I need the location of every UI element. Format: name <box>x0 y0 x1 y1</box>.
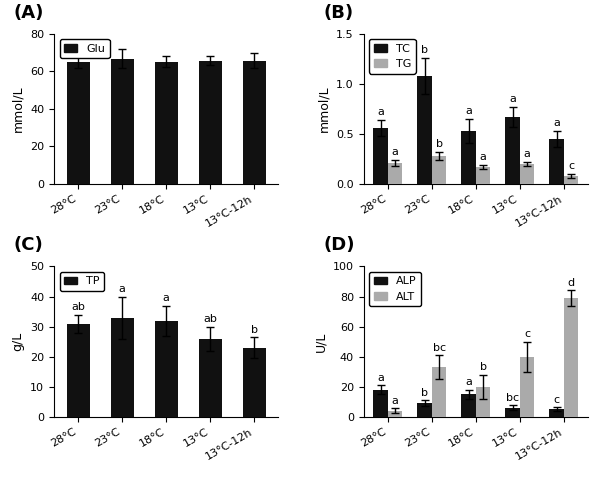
Text: c: c <box>553 395 560 405</box>
Text: bc: bc <box>506 393 519 403</box>
Text: b: b <box>479 363 487 372</box>
Bar <box>155 320 178 417</box>
Text: a: a <box>377 107 384 117</box>
Bar <box>564 176 578 184</box>
Bar <box>199 339 221 417</box>
Bar <box>418 403 432 417</box>
Text: a: a <box>524 149 530 159</box>
Bar <box>388 411 403 417</box>
Bar <box>461 131 476 184</box>
Y-axis label: mmol/L: mmol/L <box>11 85 25 132</box>
Text: a: a <box>479 152 487 162</box>
Bar <box>505 117 520 184</box>
Text: a: a <box>119 284 125 294</box>
Text: d: d <box>568 278 575 288</box>
Text: (C): (C) <box>14 237 43 254</box>
Y-axis label: mmol/L: mmol/L <box>318 85 331 132</box>
Bar <box>549 139 564 184</box>
Bar <box>243 61 266 184</box>
Bar <box>373 128 388 184</box>
Bar <box>461 394 476 417</box>
Bar <box>155 62 178 184</box>
Text: a: a <box>509 94 516 103</box>
Legend: TC, TG: TC, TG <box>369 39 416 74</box>
Bar <box>373 390 388 417</box>
Text: a: a <box>465 106 472 116</box>
Text: c: c <box>524 330 530 339</box>
Bar <box>111 59 134 184</box>
Bar <box>520 357 535 417</box>
Bar <box>111 318 134 417</box>
Bar <box>243 348 266 417</box>
Bar <box>520 164 535 184</box>
Text: a: a <box>392 396 398 406</box>
Text: bc: bc <box>433 343 446 353</box>
Bar <box>418 76 432 184</box>
Legend: TP: TP <box>59 272 104 291</box>
Legend: ALP, ALT: ALP, ALT <box>369 272 421 307</box>
Bar <box>564 298 578 417</box>
Bar <box>67 323 89 417</box>
Y-axis label: U/L: U/L <box>314 331 328 352</box>
Legend: Glu: Glu <box>59 39 110 58</box>
Text: b: b <box>421 45 428 55</box>
Text: (A): (A) <box>14 3 44 22</box>
Text: ab: ab <box>203 314 217 324</box>
Bar <box>388 163 403 184</box>
Y-axis label: g/L: g/L <box>11 332 25 351</box>
Text: (D): (D) <box>323 237 355 254</box>
Text: a: a <box>465 377 472 388</box>
Bar <box>476 387 490 417</box>
Text: b: b <box>436 139 443 149</box>
Bar <box>199 61 221 184</box>
Text: c: c <box>568 161 574 171</box>
Bar <box>432 367 446 417</box>
Text: a: a <box>392 147 398 157</box>
Text: a: a <box>163 293 170 303</box>
Bar <box>476 167 490 184</box>
Text: a: a <box>377 373 384 383</box>
Text: a: a <box>553 118 560 128</box>
Bar <box>67 62 89 184</box>
Text: ab: ab <box>71 302 85 312</box>
Text: b: b <box>251 325 257 335</box>
Bar <box>505 408 520 417</box>
Text: b: b <box>421 388 428 398</box>
Bar <box>432 156 446 184</box>
Bar <box>549 409 564 417</box>
Text: (B): (B) <box>323 3 353 22</box>
